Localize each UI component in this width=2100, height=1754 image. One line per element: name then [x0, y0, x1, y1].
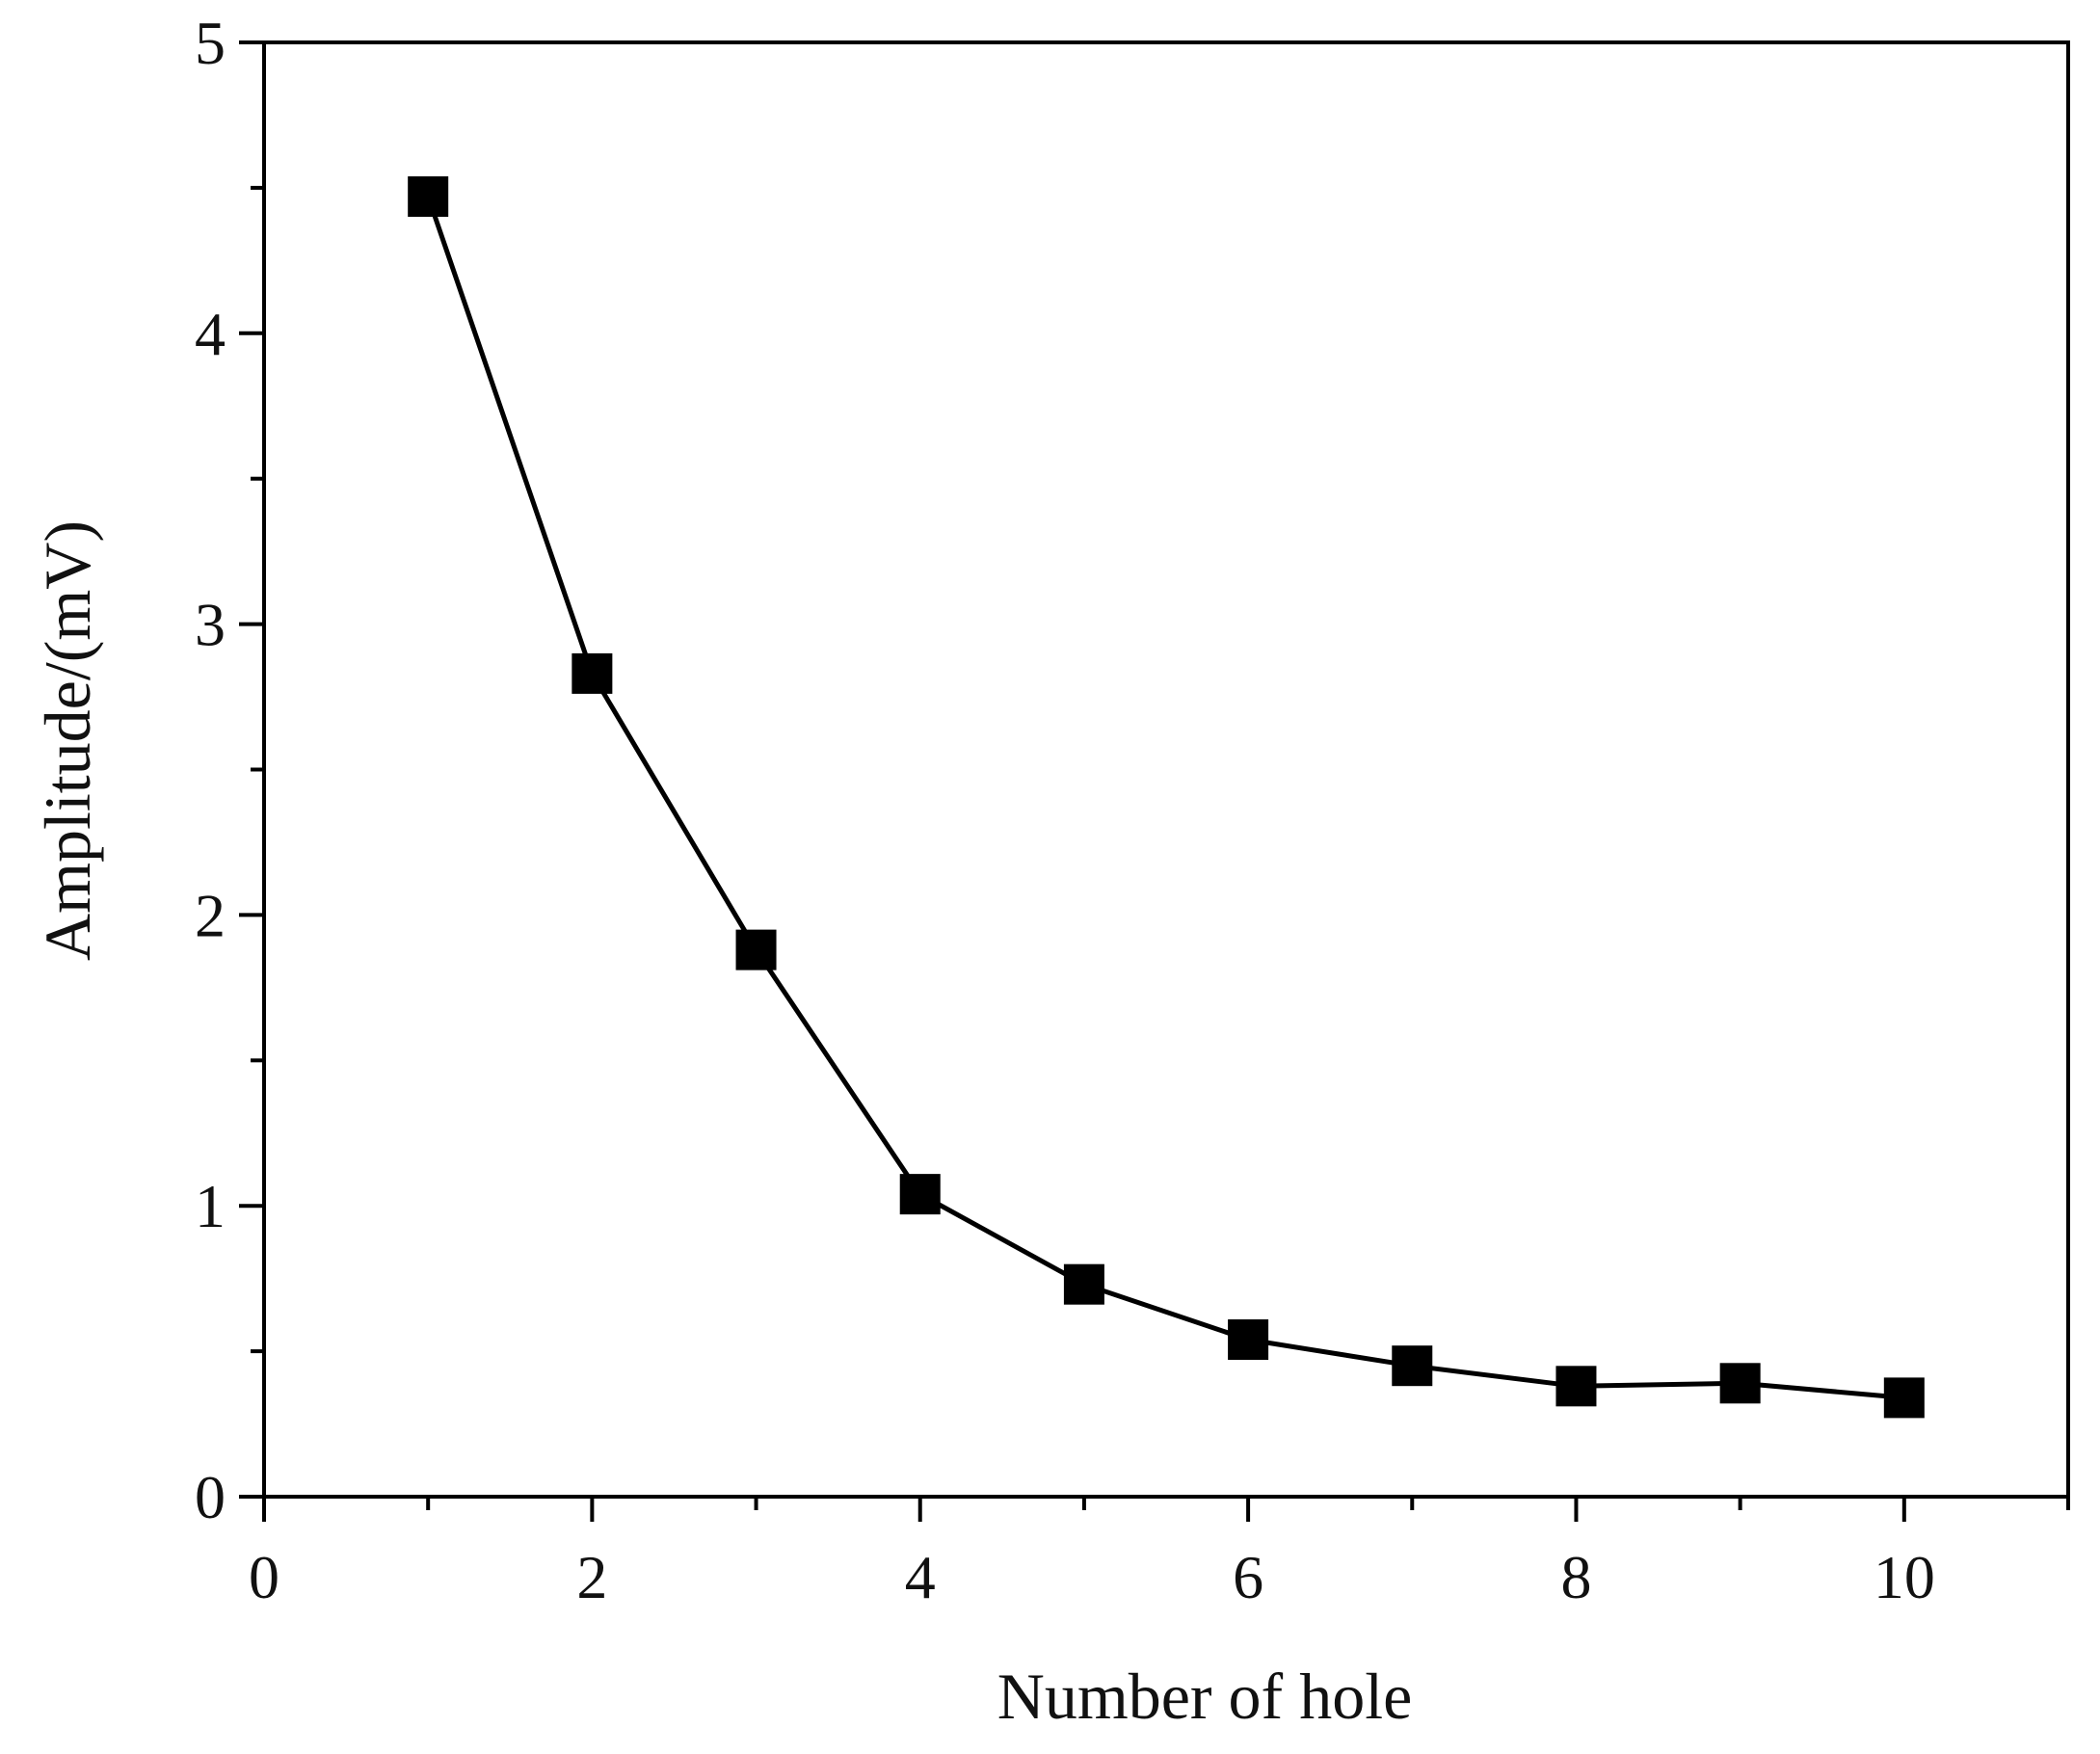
- data-point-marker: [1228, 1319, 1269, 1361]
- x-tick-label: 4: [905, 1543, 936, 1611]
- x-tick-label: 10: [1874, 1543, 1935, 1611]
- x-tick-label: 0: [249, 1543, 279, 1611]
- y-tick-label: 3: [195, 591, 226, 659]
- data-point-marker: [1555, 1366, 1597, 1407]
- data-point-marker: [408, 175, 449, 217]
- y-tick-label: 0: [195, 1463, 226, 1531]
- data-point-marker: [1063, 1263, 1104, 1305]
- data-point-marker: [899, 1174, 941, 1215]
- x-tick-label: 6: [1233, 1543, 1263, 1611]
- y-axis-title: Amplitude/(mV): [31, 520, 104, 961]
- x-tick-label: 8: [1560, 1543, 1591, 1611]
- data-point-marker: [572, 652, 613, 694]
- x-tick-label: 2: [576, 1543, 607, 1611]
- x-axis-title: Number of hole: [997, 1660, 1413, 1733]
- data-point-marker: [1883, 1377, 1925, 1419]
- y-tick-label: 5: [195, 9, 226, 77]
- series-line: [425, 196, 1905, 1400]
- data-point-marker: [1392, 1345, 1433, 1387]
- y-tick-label: 2: [195, 881, 226, 949]
- y-tick-label: 4: [195, 300, 226, 368]
- data-point-marker: [1719, 1363, 1761, 1404]
- data-point-marker: [735, 929, 777, 970]
- y-tick-label: 1: [195, 1172, 226, 1240]
